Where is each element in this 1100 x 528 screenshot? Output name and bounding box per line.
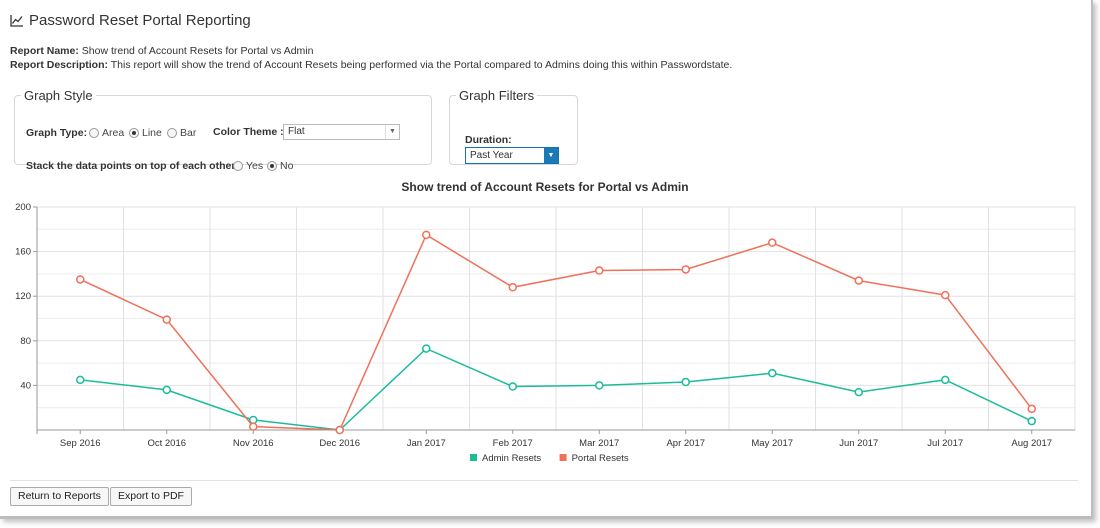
data-point xyxy=(768,368,777,378)
return-to-reports-button[interactable]: Return to Reports xyxy=(10,487,109,506)
triangle-down-icon[interactable]: ▼ xyxy=(544,148,558,163)
x-tick-label: Oct 2016 xyxy=(147,438,186,449)
radio-area[interactable] xyxy=(89,128,99,138)
line-chart: 40 80 120 160 200 Sep 2016 Oct 2016 Nov 2016 Dec… xyxy=(15,202,1076,464)
legend-label: Admin Resets xyxy=(482,453,541,464)
legend-swatch xyxy=(470,454,477,461)
export-to-pdf-button[interactable]: Export to PDF xyxy=(110,487,192,506)
page-header: Password Reset Portal Reporting xyxy=(10,12,251,29)
duration-select[interactable]: Past Year ▼ xyxy=(465,147,559,164)
graph-style-panel: Graph Style Graph Type: Area Line Bar Co… xyxy=(14,88,432,172)
graph-type-line-option[interactable]: Line xyxy=(129,127,162,139)
data-point xyxy=(768,238,777,247)
line-chart-icon xyxy=(10,14,23,27)
x-tick-label: Jun 2017 xyxy=(839,438,878,449)
y-tick-label: 160 xyxy=(15,247,31,258)
chart-title: Show trend of Account Resets for Portal … xyxy=(401,180,689,194)
page-title: Password Reset Portal Reporting xyxy=(29,12,251,29)
data-point xyxy=(508,283,517,292)
graph-filters-panel: Graph Filters Duration: Past Year ▼ xyxy=(449,88,578,165)
report-name-label: Report Name: xyxy=(10,45,79,57)
data-point xyxy=(162,315,171,324)
stack-label: Stack the data points on top of each oth… xyxy=(26,160,239,172)
x-tick-label: May 2017 xyxy=(751,438,793,449)
data-point xyxy=(854,276,863,285)
x-tick-label: Apr 2017 xyxy=(666,438,705,449)
data-point xyxy=(76,275,85,284)
report-description-label: Report Description: xyxy=(10,59,109,71)
color-theme-select[interactable]: Flat ▼ xyxy=(283,124,400,140)
data-point xyxy=(941,375,950,385)
data-point xyxy=(1027,416,1036,426)
report-description-value: This report will show the trend of Accou… xyxy=(110,59,733,71)
line-label: Line xyxy=(142,127,162,139)
report-window: Password Reset Portal Reporting Report N… xyxy=(0,0,1093,519)
report-info: Report Name: Show trend of Account Reset… xyxy=(10,44,732,72)
stack-yes-option[interactable]: Yes xyxy=(233,160,263,172)
legend-swatch xyxy=(559,454,567,461)
data-point xyxy=(249,422,258,431)
x-tick-label: Jan 2017 xyxy=(407,438,446,449)
x-tick-label: Jul 2017 xyxy=(927,438,963,449)
data-point xyxy=(1027,404,1036,414)
y-tick-label: 80 xyxy=(20,336,31,347)
series-line-portal-resets xyxy=(79,233,1033,431)
divider xyxy=(10,480,1078,481)
data-point xyxy=(76,375,85,385)
data-point xyxy=(422,230,431,240)
x-tick-label: Dec 2016 xyxy=(319,438,360,449)
graph-type-area-option[interactable]: Area xyxy=(89,127,124,139)
graph-style-legend: Graph Style xyxy=(24,88,93,103)
data-point xyxy=(681,377,690,387)
duration-value: Past Year xyxy=(470,150,513,161)
duration-label: Duration: xyxy=(465,134,512,146)
stack-yes-label: Yes xyxy=(246,160,264,172)
data-point xyxy=(335,425,344,435)
series-line-admin-resets xyxy=(80,347,1033,431)
x-tick-label: Nov 2016 xyxy=(233,438,274,449)
legend-label: Portal Resets xyxy=(572,453,629,464)
y-tick-label: 200 xyxy=(15,202,31,213)
data-point xyxy=(854,387,863,397)
data-point xyxy=(595,266,604,275)
x-tick-label: Sep 2016 xyxy=(60,438,101,449)
graph-filters-legend: Graph Filters xyxy=(459,88,535,103)
data-point xyxy=(595,381,604,390)
y-tick-label: 40 xyxy=(20,380,31,391)
radio-line[interactable] xyxy=(129,128,139,138)
graph-type-bar-option[interactable]: Bar xyxy=(167,127,196,139)
bar-label: Bar xyxy=(180,127,197,139)
stack-no-option[interactable]: No xyxy=(267,160,293,172)
x-tick-label: Feb 2017 xyxy=(493,438,533,449)
data-point xyxy=(422,344,431,353)
graph-type-label: Graph Type: xyxy=(26,127,88,139)
data-point xyxy=(941,290,950,300)
area-label: Area xyxy=(102,127,125,139)
color-theme-value: Flat xyxy=(288,126,305,137)
radio-bar[interactable] xyxy=(167,128,177,138)
radio-stack-no[interactable] xyxy=(267,161,277,171)
data-point xyxy=(508,382,517,391)
color-theme-label: Color Theme : xyxy=(213,126,284,138)
x-tick-label: Mar 2017 xyxy=(579,438,619,449)
y-tick-label: 120 xyxy=(15,291,31,302)
triangle-down-icon[interactable]: ▼ xyxy=(385,125,399,139)
data-point xyxy=(162,385,171,395)
data-point xyxy=(681,265,690,274)
radio-stack-yes[interactable] xyxy=(233,161,243,171)
stack-no-label: No xyxy=(280,160,294,172)
report-name-value: Show trend of Account Resets for Portal … xyxy=(81,45,314,57)
x-tick-label: Aug 2017 xyxy=(1011,438,1052,449)
